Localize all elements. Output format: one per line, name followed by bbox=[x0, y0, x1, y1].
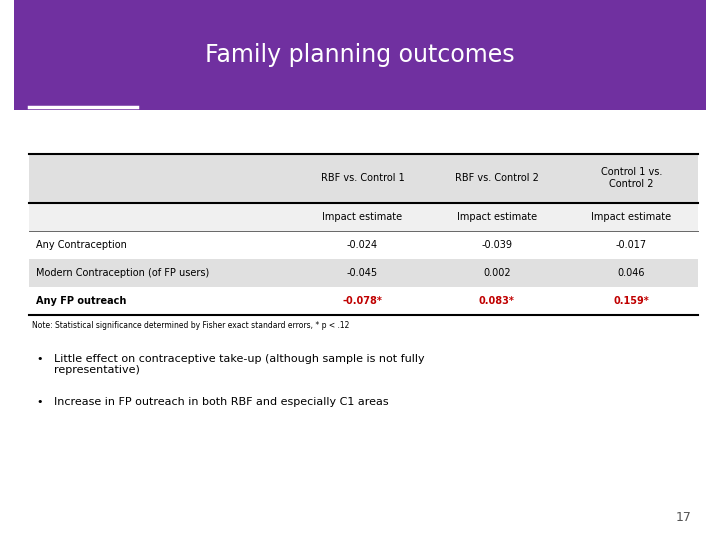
Text: •: • bbox=[36, 397, 43, 407]
Text: Little effect on contraceptive take-up (although sample is not fully
representat: Little effect on contraceptive take-up (… bbox=[54, 354, 425, 375]
Text: Impact estimate: Impact estimate bbox=[591, 212, 671, 221]
Text: Control 1 vs.
Control 2: Control 1 vs. Control 2 bbox=[600, 167, 662, 189]
Text: -0.078*: -0.078* bbox=[343, 296, 382, 306]
Text: 17: 17 bbox=[675, 511, 691, 524]
Text: Modern Contraception (of FP users): Modern Contraception (of FP users) bbox=[36, 268, 210, 278]
Text: -0.017: -0.017 bbox=[616, 240, 647, 249]
Text: Any FP outreach: Any FP outreach bbox=[36, 296, 127, 306]
Text: 0.159*: 0.159* bbox=[613, 296, 649, 306]
Text: •: • bbox=[36, 354, 43, 364]
Text: Note: Statistical significance determined by Fisher exact standard errors, * p <: Note: Statistical significance determine… bbox=[32, 321, 350, 330]
Text: 0.046: 0.046 bbox=[618, 268, 645, 278]
Text: Increase in FP outreach in both RBF and especially C1 areas: Increase in FP outreach in both RBF and … bbox=[54, 397, 389, 407]
Text: -0.039: -0.039 bbox=[481, 240, 513, 249]
Text: Any Contraception: Any Contraception bbox=[36, 240, 127, 249]
Text: -0.024: -0.024 bbox=[347, 240, 378, 249]
Text: 0.002: 0.002 bbox=[483, 268, 510, 278]
Text: -0.045: -0.045 bbox=[347, 268, 378, 278]
Text: 0.083*: 0.083* bbox=[479, 296, 515, 306]
Text: RBF vs. Control 1: RBF vs. Control 1 bbox=[320, 173, 404, 183]
Text: Family planning outcomes: Family planning outcomes bbox=[205, 43, 515, 67]
Text: Impact estimate: Impact estimate bbox=[323, 212, 402, 221]
Text: RBF vs. Control 2: RBF vs. Control 2 bbox=[455, 173, 539, 183]
Text: Impact estimate: Impact estimate bbox=[456, 212, 537, 221]
